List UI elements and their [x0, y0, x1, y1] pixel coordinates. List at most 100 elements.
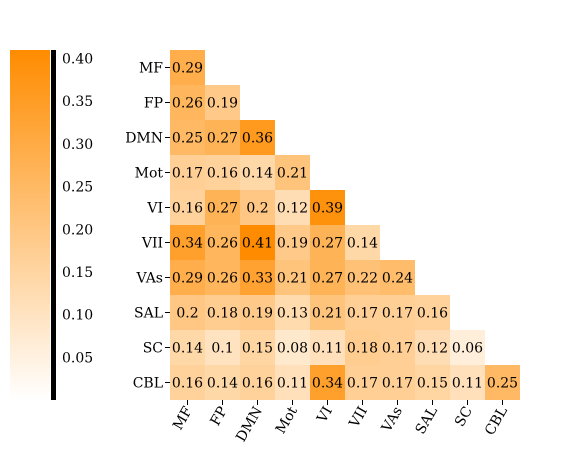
cell-value-label: 0.41	[242, 236, 273, 252]
heatmap-cell	[240, 330, 275, 365]
x-tick-label: DMN	[233, 404, 266, 445]
cell-value-label: 0.36	[242, 131, 273, 147]
heatmap-cell	[205, 85, 240, 120]
heatmap-cell	[415, 295, 450, 330]
colorbar-tick-label: 0.20	[62, 222, 93, 238]
heatmap-cell	[415, 330, 450, 365]
x-tick-label: MF	[170, 404, 196, 433]
cell-value-label: 0.11	[277, 376, 308, 392]
heatmap-cell	[310, 330, 345, 365]
cell-value-label: 0.17	[382, 376, 413, 392]
heatmap-cell	[380, 365, 415, 400]
x-tick-label: CBL	[482, 404, 511, 438]
colorbar-gradient	[10, 50, 50, 400]
heatmap-cell	[205, 260, 240, 295]
heatmap-cell	[205, 365, 240, 400]
y-tick-label: VAs	[136, 271, 163, 287]
x-axis-labels: MF FP DMN Mot VI VII VAs SAL SC CBL	[170, 400, 511, 445]
heatmap-cell	[205, 225, 240, 260]
x-tick-label: VAs	[378, 404, 406, 436]
cell-value-label: 0.26	[207, 271, 238, 287]
cell-value-label: 0.13	[277, 306, 308, 322]
cell-value-label: 0.24	[382, 271, 413, 287]
heatmap-cell	[345, 225, 380, 260]
cell-value-label: 0.34	[312, 376, 343, 392]
cell-value-label: 0.14	[347, 236, 378, 252]
cell-value-label: 0.17	[172, 166, 203, 182]
heatmap-cell	[415, 365, 450, 400]
heatmap-cell	[240, 190, 275, 225]
cell-value-label: 0.21	[277, 271, 308, 287]
cell-value-label: 0.17	[347, 376, 378, 392]
heatmap-cell	[170, 295, 205, 330]
heatmap-cell	[170, 190, 205, 225]
cell-value-label: 0.29	[172, 271, 203, 287]
colorbar-tick-label: 0.30	[62, 137, 93, 153]
cell-value-label: 0.14	[172, 341, 203, 357]
heatmap-cell	[240, 295, 275, 330]
y-tick-label: VI	[146, 201, 163, 217]
heatmap-cell	[240, 225, 275, 260]
cell-value-label: 0.16	[172, 376, 203, 392]
colorbar-tick-label: 0.15	[62, 265, 93, 281]
heatmap-cell	[310, 295, 345, 330]
heatmap-cell	[275, 295, 310, 330]
cell-value-label: 0.27	[207, 201, 238, 217]
heatmap-cell	[205, 330, 240, 365]
cell-value-label: 0.25	[487, 376, 518, 392]
heatmap-cell	[345, 330, 380, 365]
heatmap-cell	[345, 295, 380, 330]
y-tick-label: FP	[144, 96, 163, 112]
y-tick-label: MF	[139, 61, 163, 77]
cell-value-label: 0.2	[176, 306, 198, 322]
colorbar: 0.05 0.10 0.15 0.20 0.25 0.30 0.35 0.40	[10, 50, 93, 400]
cell-value-label: 0.12	[277, 201, 308, 217]
heatmap-cell	[380, 295, 415, 330]
cell-value-label: 0.14	[242, 166, 273, 182]
heatmap-cell	[380, 260, 415, 295]
heatmap-cell	[170, 50, 205, 85]
heatmap-cell	[380, 330, 415, 365]
heatmap-cell	[310, 190, 345, 225]
heatmap-cell	[170, 330, 205, 365]
heatmap-cells: 0.290.26 0.190.25 0.27 0.360.17 0.16 0.14 0.21…	[170, 50, 520, 400]
cell-value-label: 0.16	[207, 166, 238, 182]
heatmap-cell	[275, 365, 310, 400]
heatmap-cell	[240, 365, 275, 400]
cell-value-label: 0.34	[172, 236, 203, 252]
heatmap-cell	[240, 120, 275, 155]
cell-value-label: 0.33	[242, 271, 273, 287]
y-tick-label: VII	[141, 236, 163, 252]
y-tick-label: SAL	[134, 306, 163, 322]
colorbar-tick-label: 0.10	[62, 308, 93, 324]
heatmap-cell	[450, 365, 485, 400]
y-tick-label: CBL	[133, 376, 163, 392]
cell-value-label: 0.19	[242, 306, 273, 322]
cell-value-label: 0.11	[312, 341, 343, 357]
x-tick-label: Mot	[273, 404, 301, 437]
y-tick-label: Mot	[135, 166, 164, 182]
cell-value-label: 0.12	[417, 341, 448, 357]
cell-value-label: 0.29	[172, 61, 203, 77]
heatmap-cell	[275, 155, 310, 190]
heatmap-cell	[170, 120, 205, 155]
cell-value-label: 0.18	[347, 341, 378, 357]
heatmap-cell	[240, 260, 275, 295]
colorbar-axis-line	[51, 50, 56, 400]
cell-value-label: 0.22	[347, 271, 378, 287]
heatmap-cell	[345, 260, 380, 295]
cell-value-label: 0.14	[207, 376, 238, 392]
y-tick-label: SC	[143, 341, 163, 357]
colorbar-tick-label: 0.40	[62, 52, 93, 68]
cell-value-label: 0.26	[207, 236, 238, 252]
x-tick-label: SAL	[413, 404, 441, 437]
heatmap-cell	[310, 260, 345, 295]
heatmap-cell	[170, 85, 205, 120]
heatmap-cell	[205, 295, 240, 330]
cell-value-label: 0.16	[172, 201, 203, 217]
colorbar-tick-label: 0.05	[62, 350, 93, 366]
cell-value-label: 0.15	[242, 341, 273, 357]
cell-value-label: 0.27	[312, 236, 343, 252]
y-tick-label: DMN	[125, 131, 163, 147]
